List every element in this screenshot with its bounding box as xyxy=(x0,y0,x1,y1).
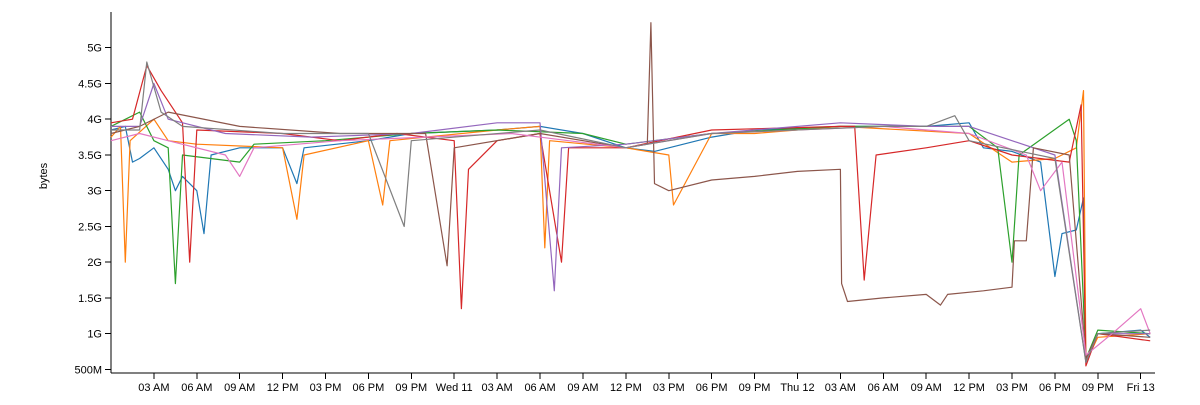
series-line-2 xyxy=(110,90,1151,363)
x-tick-label: 06 PM xyxy=(696,382,728,394)
x-tick: 06 PM xyxy=(696,373,728,394)
x-tick: Wed 11 xyxy=(436,373,473,394)
x-axis: 03 AM 06 AM 09 AM 12 PM 03 PM 06 PM 09 PM Wed 1… xyxy=(111,372,1155,394)
x-tick-label: Thu 12 xyxy=(780,382,814,394)
x-tick: 12 PM xyxy=(953,373,985,394)
x-tick: Fri 13 xyxy=(1127,373,1155,394)
x-tick-label: 03 PM xyxy=(996,382,1028,394)
x-tick: 03 PM xyxy=(310,373,342,394)
x-tick: 03 PM xyxy=(996,373,1028,394)
x-tick-label: 09 PM xyxy=(395,382,427,394)
x-tick: 06 AM xyxy=(868,373,899,394)
x-tick: 06 AM xyxy=(181,373,212,394)
x-tick-label: 09 AM xyxy=(567,382,598,394)
x-tick-label: 12 PM xyxy=(953,382,985,394)
x-tick: 12 PM xyxy=(267,373,299,394)
y-tick-label: 1G xyxy=(87,329,102,341)
series-line-4 xyxy=(110,65,1151,367)
y-tick: 1G xyxy=(87,329,111,341)
y-tick: 1.5G xyxy=(78,293,111,305)
y-tick-label: 500M xyxy=(74,364,102,376)
series-line-8 xyxy=(111,61,1151,363)
series-line-1 xyxy=(110,122,1151,363)
y-axis-label: bytes xyxy=(38,162,50,189)
x-tick-label: 06 AM xyxy=(868,382,899,394)
x-tick-label: 09 AM xyxy=(911,382,942,394)
y-tick: 2G xyxy=(87,257,111,269)
y-tick: 5G xyxy=(87,43,111,55)
y-tick-label: 2.5G xyxy=(78,221,102,233)
x-tick-label: 03 AM xyxy=(482,382,513,394)
x-tick-label: 09 PM xyxy=(739,382,771,394)
x-tick-label: 03 AM xyxy=(825,382,856,394)
x-tick: 09 PM xyxy=(739,373,771,394)
x-tick-label: 03 PM xyxy=(653,382,685,394)
x-tick: 09 AM xyxy=(224,373,255,394)
x-tick-label: 06 PM xyxy=(1039,382,1071,394)
y-tick: 4G xyxy=(87,114,111,126)
x-tick-label: 09 PM xyxy=(1082,382,1114,394)
y-tick: 3.5G xyxy=(78,150,111,162)
x-tick-label: 06 PM xyxy=(353,382,385,394)
y-tick-label: 5G xyxy=(87,43,102,55)
x-tick: 03 AM xyxy=(825,373,856,394)
x-tick: Thu 12 xyxy=(780,373,815,394)
x-tick-label: 12 PM xyxy=(267,382,299,394)
x-tick-label: 06 AM xyxy=(524,382,555,394)
y-tick: 3G xyxy=(87,186,111,198)
x-tick: 12 PM xyxy=(610,373,642,394)
series-line-6 xyxy=(110,22,1151,360)
x-tick-label: Wed 11 xyxy=(436,382,473,394)
y-tick: 4.5G xyxy=(78,78,111,90)
series-line-7 xyxy=(110,125,1151,356)
x-tick: 06 PM xyxy=(353,373,385,394)
y-tick-label: 3G xyxy=(87,186,102,198)
x-tick-label: Fri 13 xyxy=(1127,382,1155,394)
x-tick-label: 03 AM xyxy=(138,382,169,394)
x-tick: 09 PM xyxy=(395,373,427,394)
x-tick: 06 AM xyxy=(524,373,556,394)
series-line-3 xyxy=(110,111,1151,360)
x-tick: 03 AM xyxy=(482,373,513,394)
x-tick: 09 AM xyxy=(567,373,599,394)
y-tick: 2.5G xyxy=(78,221,111,233)
series-line-5 xyxy=(111,82,1151,363)
y-axis: 500M 1G 1.5G 2G 2.5G 3G 3.5G 4G 4.5G 5G xyxy=(74,12,112,376)
y-tick-label: 1.5G xyxy=(78,293,102,305)
x-tick-label: 09 AM xyxy=(224,382,255,394)
x-tick-label: 12 PM xyxy=(610,382,642,394)
y-tick: 500M xyxy=(74,364,111,376)
x-tick-label: 03 PM xyxy=(310,382,342,394)
x-tick: 06 PM xyxy=(1039,373,1071,394)
x-tick: 09 AM xyxy=(911,373,942,394)
y-tick-label: 3.5G xyxy=(78,150,102,162)
y-tick-label: 4G xyxy=(87,114,102,126)
x-tick: 03 AM xyxy=(138,373,169,394)
x-tick: 09 PM xyxy=(1082,373,1114,394)
x-tick: 03 PM xyxy=(653,373,685,394)
y-tick-label: 2G xyxy=(87,257,102,269)
series-layer xyxy=(110,22,1151,367)
x-tick-label: 06 AM xyxy=(181,382,212,394)
y-tick-label: 4.5G xyxy=(78,78,102,90)
